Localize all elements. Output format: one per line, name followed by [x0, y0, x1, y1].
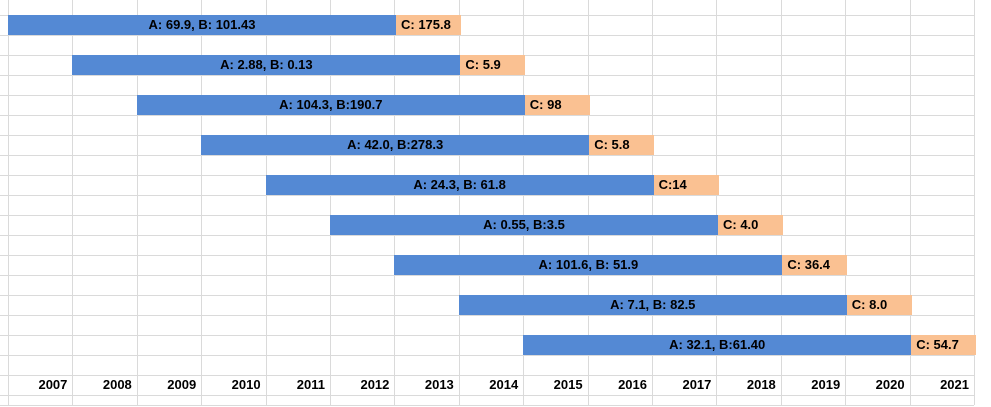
x-axis-tick-label: 2019: [811, 377, 841, 392]
x-axis-tick-label: 2009: [167, 377, 197, 392]
x-axis-tick-label: 2015: [553, 377, 583, 392]
bar-segment-orange[interactable]: C: 5.9: [460, 55, 526, 75]
horizontal-gridline: [0, 195, 974, 196]
x-axis-tick-label: 2020: [875, 377, 905, 392]
bar-segment-blue[interactable]: A: 42.0, B:278.3: [201, 135, 590, 155]
bar-segment-blue[interactable]: A: 7.1, B: 82.5: [458, 295, 847, 315]
x-axis-tick-label: 2011: [296, 377, 325, 392]
x-axis-tick-label: 2016: [618, 377, 647, 392]
bar-segment-orange[interactable]: C: 8.0: [846, 295, 912, 315]
horizontal-gridline: [0, 375, 974, 376]
bar-segment-blue[interactable]: A: 69.9, B: 101.43: [8, 15, 396, 35]
horizontal-gridline: [0, 35, 974, 36]
vertical-gridline: [72, 0, 74, 405]
gantt-bar-row: A: 69.9, B: 101.43 C: 175.8: [8, 15, 461, 35]
horizontal-gridline: [0, 275, 974, 276]
bar-segment-blue[interactable]: A: 0.55, B:3.5: [330, 215, 718, 235]
bar-segment-blue[interactable]: A: 24.3, B: 61.8: [265, 175, 654, 195]
horizontal-gridline: [0, 15, 974, 16]
bar-segment-orange[interactable]: C: 4.0: [718, 215, 783, 235]
x-axis-tick-label: 2017: [682, 377, 712, 392]
gantt-bar-row: A: 32.1, B:61.40 C: 54.7: [523, 335, 977, 355]
vertical-gridline: [780, 0, 782, 405]
vertical-gridline: [974, 0, 975, 405]
x-axis-tick-label: 2007: [38, 377, 68, 392]
vertical-gridline: [458, 0, 460, 405]
vertical-gridline: [716, 0, 718, 405]
gantt-bar-row: A: 104.3, B:190.7 C: 98: [136, 95, 590, 115]
bar-segment-blue[interactable]: A: 32.1, B:61.40: [523, 335, 912, 355]
vertical-gridline: [201, 0, 203, 405]
bar-segment-blue[interactable]: A: 2.88, B: 0.13: [72, 55, 461, 75]
vertical-gridline: [845, 0, 847, 405]
horizontal-gridline: [0, 355, 974, 356]
bar-segment-blue[interactable]: A: 101.6, B: 51.9: [394, 255, 783, 275]
horizontal-gridline: [0, 155, 974, 156]
bar-segment-blue[interactable]: A: 104.3, B:190.7: [136, 95, 525, 115]
gantt-bar-row: A: 101.6, B: 51.9 C: 36.4: [394, 255, 848, 275]
gantt-bar-row: A: 42.0, B:278.3 C: 5.8: [201, 135, 655, 155]
vertical-gridline: [8, 0, 9, 405]
bar-segment-orange[interactable]: C: 54.7: [911, 335, 977, 355]
x-axis-tick-label: 2010: [231, 377, 261, 392]
x-axis-tick-label: 2008: [102, 377, 132, 392]
vertical-gridline: [652, 0, 653, 405]
gantt-bar-row: A: 24.3, B: 61.8 C:14: [265, 175, 719, 195]
x-axis-tick-label: 2014: [489, 377, 519, 392]
bar-segment-orange[interactable]: C: 36.4: [782, 255, 848, 275]
vertical-gridline: [330, 0, 331, 405]
horizontal-gridline: [0, 235, 974, 236]
x-axis-tick-label: 2021: [940, 377, 969, 392]
bar-segment-orange[interactable]: C: 5.8: [589, 135, 655, 155]
horizontal-gridline: [0, 75, 974, 76]
bar-segment-orange[interactable]: C: 98: [524, 95, 590, 115]
x-axis-tick-label: 2012: [360, 377, 390, 392]
horizontal-gridline: [0, 315, 974, 316]
vertical-gridline: [394, 0, 396, 405]
horizontal-gridline: [0, 395, 974, 396]
bar-segment-orange[interactable]: C: 175.8: [396, 15, 461, 35]
horizontal-gridline: [0, 405, 974, 406]
x-axis-tick-label: 2018: [746, 377, 776, 392]
x-axis-tick-label: 2013: [424, 377, 454, 392]
gantt-bar-row: A: 0.55, B:3.5 C: 4.0: [330, 215, 783, 235]
bar-segment-orange[interactable]: C:14: [653, 175, 719, 195]
vertical-gridline: [265, 0, 267, 405]
vertical-gridline: [587, 0, 589, 405]
horizontal-gridline: [0, 335, 974, 336]
gantt-bar-row: A: 7.1, B: 82.5 C: 8.0: [458, 295, 912, 315]
vertical-gridline: [136, 0, 138, 405]
vertical-gridline: [909, 0, 911, 405]
vertical-gridline: [523, 0, 525, 405]
horizontal-gridline: [0, 115, 974, 116]
gantt-bar-row: A: 2.88, B: 0.13 C: 5.9: [72, 55, 526, 75]
